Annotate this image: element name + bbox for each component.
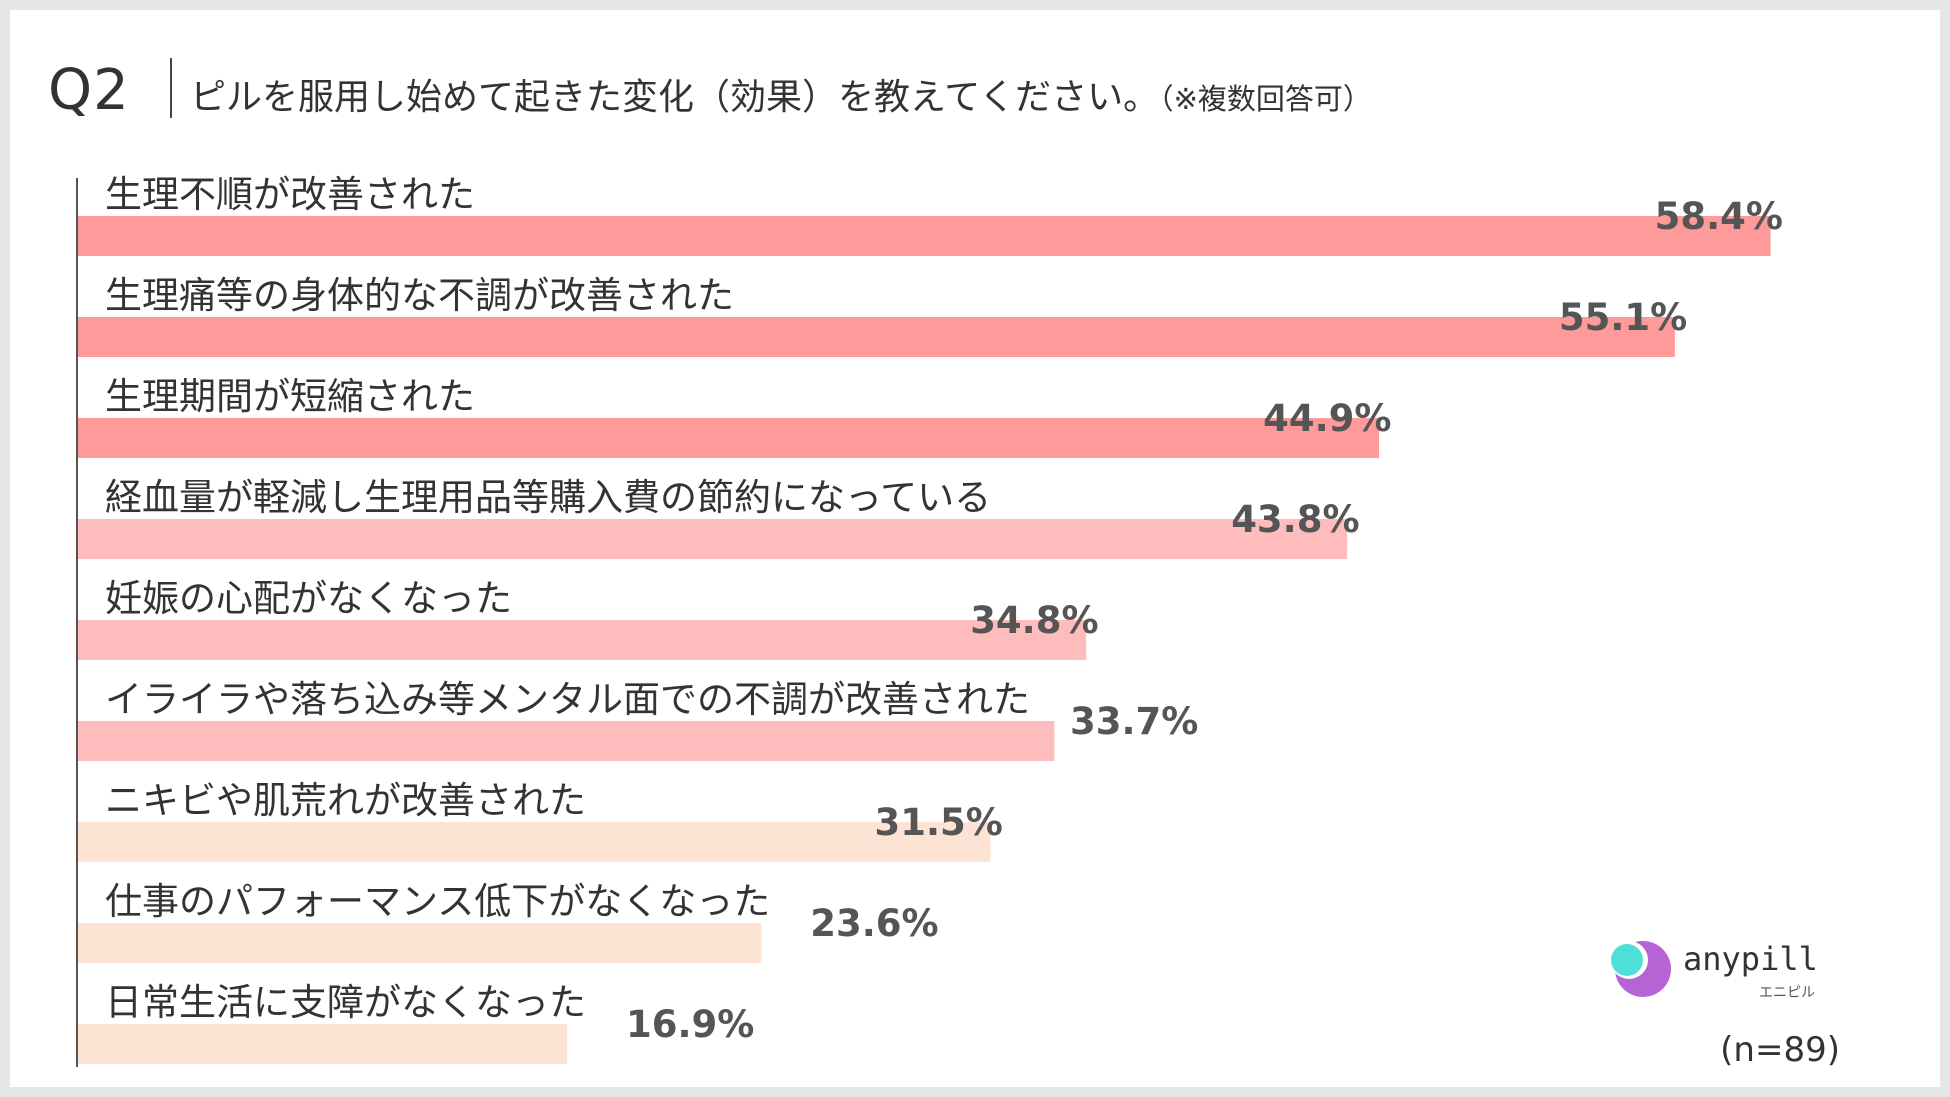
category-label-4: 経血量が軽減し生理用品等購入費の節約になっている xyxy=(105,476,991,519)
bar-chart: 生理不順が改善された 58.4% 生理痛等の身体的な不調が改善された 55.1% 生理期… xyxy=(76,173,1783,1067)
bar-8 xyxy=(77,923,762,963)
bar-3 xyxy=(77,418,1380,458)
logo-subtitle: エニピル xyxy=(1759,985,1815,1001)
bar-6 xyxy=(77,721,1055,761)
category-label-1: 生理不順が改善された xyxy=(105,173,475,216)
value-label-3: 44.9% xyxy=(1263,397,1391,440)
anypill-logo: anypill エニピル xyxy=(1605,930,1845,1001)
logo-mark-icon xyxy=(1610,941,1671,997)
category-label-5: 妊娠の心配がなくなった xyxy=(105,577,512,620)
value-label-9: 16.9% xyxy=(626,1003,754,1046)
value-label-4: 43.8% xyxy=(1231,498,1359,541)
question-note: （※複数回答可） xyxy=(1159,82,1372,116)
question-number: Q2 xyxy=(48,58,130,123)
value-label-6: 33.7% xyxy=(1070,700,1198,743)
chart-card: Q2 ピルを服用し始めて起きた変化（効果）を教えてください。（※複数回答可） 生… xyxy=(10,10,1940,1087)
value-label-1: 58.4% xyxy=(1655,195,1783,238)
category-label-7: ニキビや肌荒れが改善された xyxy=(105,779,586,822)
value-label-8: 23.6% xyxy=(810,902,938,945)
category-label-2: 生理痛等の身体的な不調が改善された xyxy=(105,274,734,317)
bar-7 xyxy=(77,822,991,862)
value-label-2: 55.1% xyxy=(1559,296,1687,339)
category-label-3: 生理期間が短縮された xyxy=(105,375,475,418)
sample-size: (n=89) xyxy=(1720,1030,1840,1070)
value-label-5: 34.8% xyxy=(970,599,1098,642)
question-title: ピルを服用し始めて起きた変化（効果）を教えてください。（※複数回答可） xyxy=(190,68,1372,120)
question-text: ピルを服用し始めて起きた変化（効果）を教えてください。 xyxy=(190,77,1160,118)
category-label-8: 仕事のパフォーマンス低下がなくなった xyxy=(105,880,770,923)
bar-5 xyxy=(77,620,1087,660)
value-label-7: 31.5% xyxy=(875,801,1003,844)
category-label-6: イライラや落ち込み等メンタル面での不調が改善された xyxy=(105,678,1030,721)
header-divider xyxy=(170,58,172,118)
logo-wordmark: anypill xyxy=(1683,940,1818,978)
bar-4 xyxy=(77,519,1348,559)
category-label-9: 日常生活に支障がなくなった xyxy=(105,981,586,1024)
bar-9 xyxy=(77,1024,568,1064)
bar-1 xyxy=(77,216,1771,256)
bar-2 xyxy=(77,317,1675,357)
